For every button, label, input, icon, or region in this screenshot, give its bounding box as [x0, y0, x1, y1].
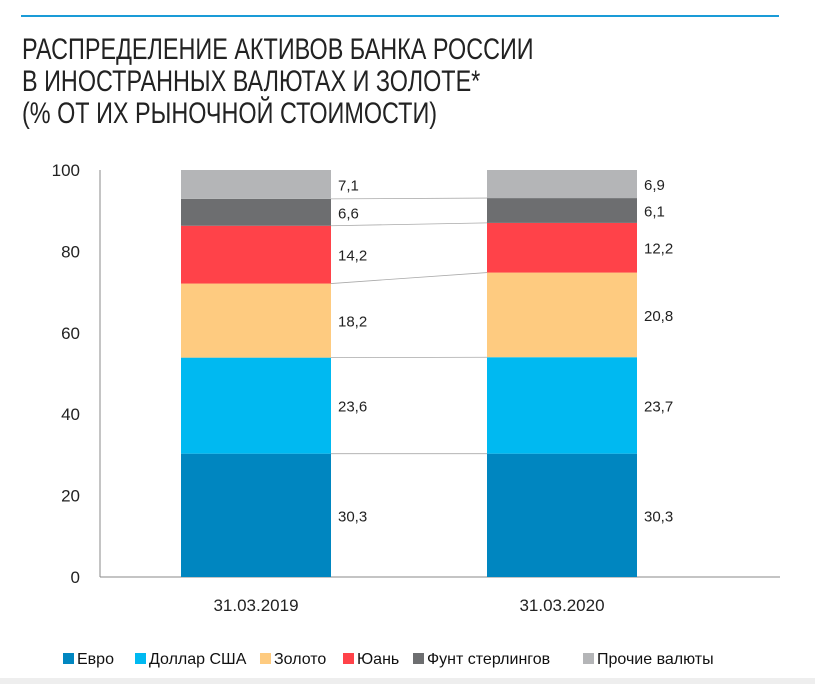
data-label: 23,7 — [644, 398, 673, 415]
y-tick-label: 40 — [61, 405, 80, 424]
legend-label: Юань — [357, 651, 399, 668]
legend-label: Прочие валюты — [597, 651, 714, 668]
bar-segment — [487, 453, 637, 577]
bar-segment — [181, 283, 331, 358]
legend-swatch — [413, 653, 424, 664]
legend-label: Золото — [274, 651, 326, 668]
bar-segment — [487, 357, 637, 454]
connector-line — [330, 222, 488, 227]
bar-segment — [487, 198, 637, 223]
x-tick-label: 31.03.2020 — [519, 596, 604, 615]
bar-segment — [487, 222, 637, 273]
title-line-1: РАСПРЕДЕЛЕНИЕ АКТИВОВ БАНКА РОССИИ — [22, 33, 534, 66]
bar-segment — [181, 357, 331, 454]
y-tick-label: 60 — [61, 324, 80, 343]
connector-line — [330, 272, 488, 284]
bar-segment — [487, 272, 637, 358]
data-label: 30,3 — [338, 508, 367, 525]
y-tick-label: 80 — [61, 242, 80, 261]
data-label: 14,2 — [338, 248, 367, 265]
bar-segment — [181, 198, 331, 226]
bar-segment — [181, 225, 331, 284]
data-label: 12,2 — [644, 241, 673, 258]
legend-swatch — [260, 653, 271, 664]
bar-segment — [181, 170, 331, 199]
data-label: 20,8 — [644, 308, 673, 325]
legend-swatch — [343, 653, 354, 664]
bottom-strip — [0, 678, 815, 684]
legend-label: Евро — [77, 651, 114, 668]
data-label: 6,6 — [338, 205, 359, 222]
connector-line — [330, 197, 488, 200]
y-tick-label: 0 — [71, 568, 80, 587]
data-label: 6,9 — [644, 177, 665, 194]
data-label: 23,6 — [338, 399, 367, 416]
bar-segment — [181, 453, 331, 577]
title-line-3: (% ОТ ИХ РЫНОЧНОЙ СТОИМОСТИ) — [22, 97, 438, 130]
title-line-2: В ИНОСТРАННЫХ ВАЛЮТАХ И ЗОЛОТЕ* — [22, 65, 481, 98]
top-rule — [21, 15, 779, 17]
legend-swatch — [135, 653, 146, 664]
data-label: 30,3 — [644, 508, 673, 525]
y-tick-label: 100 — [52, 161, 80, 180]
bar-segment — [487, 170, 637, 199]
legend-label: Фунт стерлингов — [427, 651, 550, 668]
x-tick-label: 31.03.2019 — [213, 596, 298, 615]
legend-swatch — [63, 653, 74, 664]
chart-title: РАСПРЕДЕЛЕНИЕ АКТИВОВ БАНКА РОССИИ В ИНО… — [22, 34, 534, 130]
data-label: 18,2 — [338, 314, 367, 331]
data-label: 7,1 — [338, 177, 359, 194]
y-tick-label: 20 — [61, 487, 80, 506]
data-label: 6,1 — [644, 203, 665, 220]
legend-label: Доллар США — [149, 651, 247, 668]
legend-swatch — [583, 653, 594, 664]
